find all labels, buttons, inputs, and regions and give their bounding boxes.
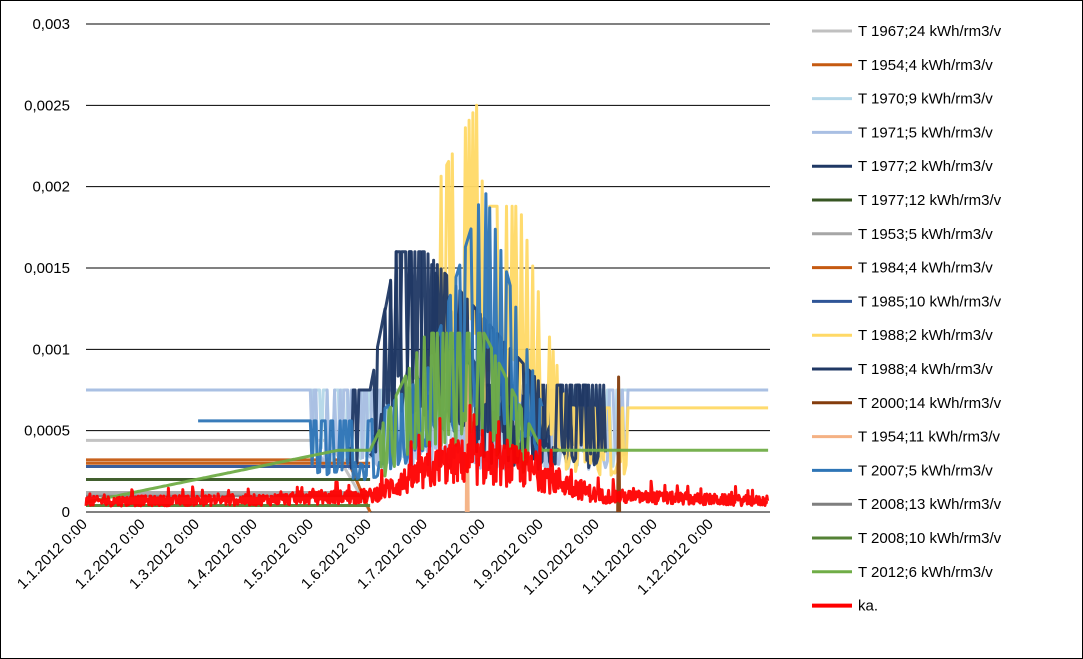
y-tick-label: 0,003 bbox=[32, 16, 70, 33]
legend-label: T 1977;2 kWh/rm3/v bbox=[858, 158, 993, 175]
legend-label: T 2008;13 kWh/rm3/v bbox=[858, 496, 1002, 513]
y-tick-label: 0,0015 bbox=[24, 260, 70, 277]
y-axis-labels: 0 0,0005 0,001 0,0015 0,002 0,0025 0,003 bbox=[24, 16, 70, 521]
legend-label: T 1984;4 kWh/rm3/v bbox=[858, 260, 993, 277]
legend-label: T 1985;10 kWh/rm3/v bbox=[858, 293, 1002, 310]
legend-label: T 1954;4 kWh/rm3/v bbox=[858, 57, 993, 74]
legend-label: T 1954;11 kWh/rm3/v bbox=[858, 429, 1001, 446]
gridlines bbox=[86, 23, 770, 513]
legend-label: T 2008;10 kWh/rm3/v bbox=[858, 530, 1002, 547]
x-axis-labels: 1.1.2012 0:001.2.2012 0:001.3.2012 0:001… bbox=[14, 516, 717, 599]
legend-label: T 1988;4 kWh/rm3/v bbox=[858, 361, 993, 378]
legend-label: T 2012;6 kWh/rm3/v bbox=[858, 564, 993, 581]
y-tick-label: 0,001 bbox=[32, 341, 70, 358]
legend-label: T 1977;12 kWh/rm3/v bbox=[858, 192, 1002, 209]
legend-label: T 2007;5 kWh/rm3/v bbox=[858, 462, 993, 479]
y-tick-label: 0 bbox=[62, 504, 70, 521]
series-line bbox=[616, 375, 622, 513]
legend-label: T 1970;9 kWh/rm3/v bbox=[858, 91, 993, 108]
series-group bbox=[84, 103, 770, 513]
legend-label: T 1988;2 kWh/rm3/v bbox=[858, 327, 993, 344]
legend-label: T 1953;5 kWh/rm3/v bbox=[858, 226, 993, 243]
legend-label: ka. bbox=[858, 598, 878, 615]
series-line bbox=[85, 331, 769, 504]
series-line bbox=[84, 403, 770, 508]
legend-label: T 1967;24 kWh/rm3/v bbox=[858, 23, 1002, 40]
y-tick-label: 0,0025 bbox=[24, 97, 70, 114]
legend: T 1967;24 kWh/rm3/v T 1954;4 kWh/rm3/v T 1… bbox=[812, 23, 1002, 615]
legend-label: T 1971;5 kWh/rm3/v bbox=[858, 124, 993, 141]
y-tick-label: 0,0005 bbox=[24, 423, 70, 440]
series-line bbox=[198, 192, 544, 482]
y-tick-label: 0,002 bbox=[32, 179, 70, 196]
legend-label: T 2000;14 kWh/rm3/v bbox=[858, 395, 1002, 412]
